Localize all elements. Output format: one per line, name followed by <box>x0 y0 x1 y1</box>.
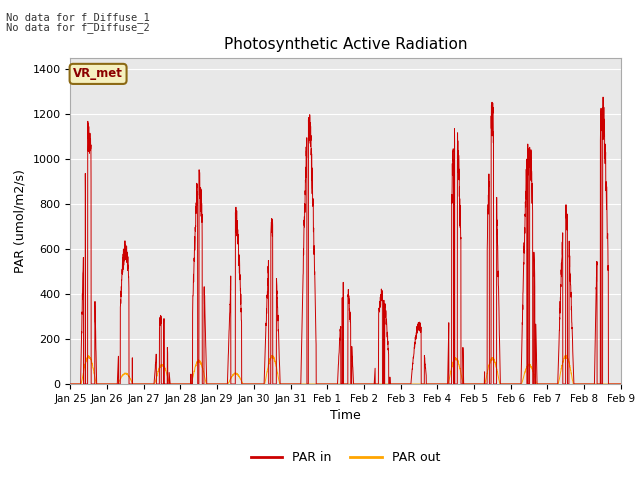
PAR in <box>525 381 533 387</box>
PAR out <box>525 361 533 367</box>
X-axis label: Time: Time <box>330 409 361 422</box>
PAR in <box>417 381 425 387</box>
PAR out <box>67 381 74 387</box>
PAR in <box>554 372 562 378</box>
Text: VR_met: VR_met <box>73 67 123 80</box>
Text: No data for f_Diffuse_2: No data for f_Diffuse_2 <box>6 22 150 33</box>
Legend: PAR in, PAR out: PAR in, PAR out <box>246 446 445 469</box>
PAR out <box>417 381 425 387</box>
Y-axis label: PAR (umol/m2/s): PAR (umol/m2/s) <box>14 169 27 273</box>
PAR in <box>386 374 394 380</box>
Title: Photosynthetic Active Radiation: Photosynthetic Active Radiation <box>224 37 467 52</box>
Line: PAR in: PAR in <box>70 97 640 384</box>
PAR out <box>554 381 562 387</box>
Text: No data for f_Diffuse_1: No data for f_Diffuse_1 <box>6 12 150 23</box>
PAR in <box>67 381 74 387</box>
Line: PAR out: PAR out <box>70 355 640 384</box>
PAR out <box>188 378 196 384</box>
PAR out <box>562 352 570 358</box>
PAR in <box>599 94 607 100</box>
PAR out <box>386 381 394 387</box>
PAR in <box>188 381 196 387</box>
PAR out <box>570 381 577 387</box>
PAR in <box>570 360 577 365</box>
